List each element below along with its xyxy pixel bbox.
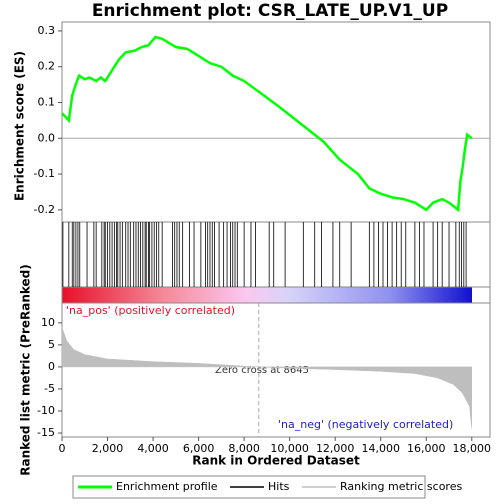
- chart-title: Enrichment plot: CSR_LATE_UP.V1_UP: [92, 1, 448, 21]
- legend-entry: Hits: [268, 480, 290, 493]
- y-tick-label: -15: [37, 426, 55, 439]
- x-tick-label: 14,000: [361, 442, 400, 455]
- frame: [61, 21, 491, 438]
- annotation: Zero cross at 8645: [215, 365, 309, 376]
- x-tick-label: 2,000: [92, 442, 124, 455]
- x-tick-label: 6,000: [183, 442, 215, 455]
- annotation: 'na_neg' (negatively correlated): [278, 418, 453, 431]
- annotation: 'na_pos' (positively correlated): [66, 304, 235, 317]
- y-tick-label: 0.0: [38, 131, 56, 144]
- x-tick-label: 10,000: [270, 442, 309, 455]
- y-tick-label: -0.2: [34, 203, 55, 216]
- y-tick-label: -5: [44, 382, 55, 395]
- x-tick-label: 8,000: [228, 442, 260, 455]
- y-tick-label: 10: [41, 316, 55, 329]
- x-tick-label: 16,000: [407, 442, 446, 455]
- legend-entry: Enrichment profile: [116, 480, 218, 493]
- es-line: [61, 35, 473, 213]
- legend-entry: Ranking metric scores: [340, 480, 462, 493]
- y-tick-label: 0: [48, 360, 55, 373]
- y-tick-label: 0.3: [38, 24, 56, 37]
- y-axis-label: Ranked list metric (PreRanked): [19, 264, 33, 476]
- y-tick-label: 5: [48, 338, 55, 351]
- x-tick-label: 12,000: [316, 442, 355, 455]
- color-bar: [62, 287, 472, 303]
- metric-area: [61, 327, 473, 429]
- x-tick-label: 0: [59, 442, 66, 455]
- y-tick-label: 0.2: [38, 60, 56, 73]
- y-tick-label: 0.1: [38, 96, 56, 109]
- x-tick-label: 18,000: [453, 442, 492, 455]
- x-tick-label: 4,000: [137, 442, 169, 455]
- y-tick-label: -10: [37, 404, 55, 417]
- x-axis-label: Rank in Ordered Dataset: [192, 454, 360, 468]
- y-tick-label: -0.1: [34, 167, 55, 180]
- y-axis-label: Enrichment score (ES): [13, 51, 27, 201]
